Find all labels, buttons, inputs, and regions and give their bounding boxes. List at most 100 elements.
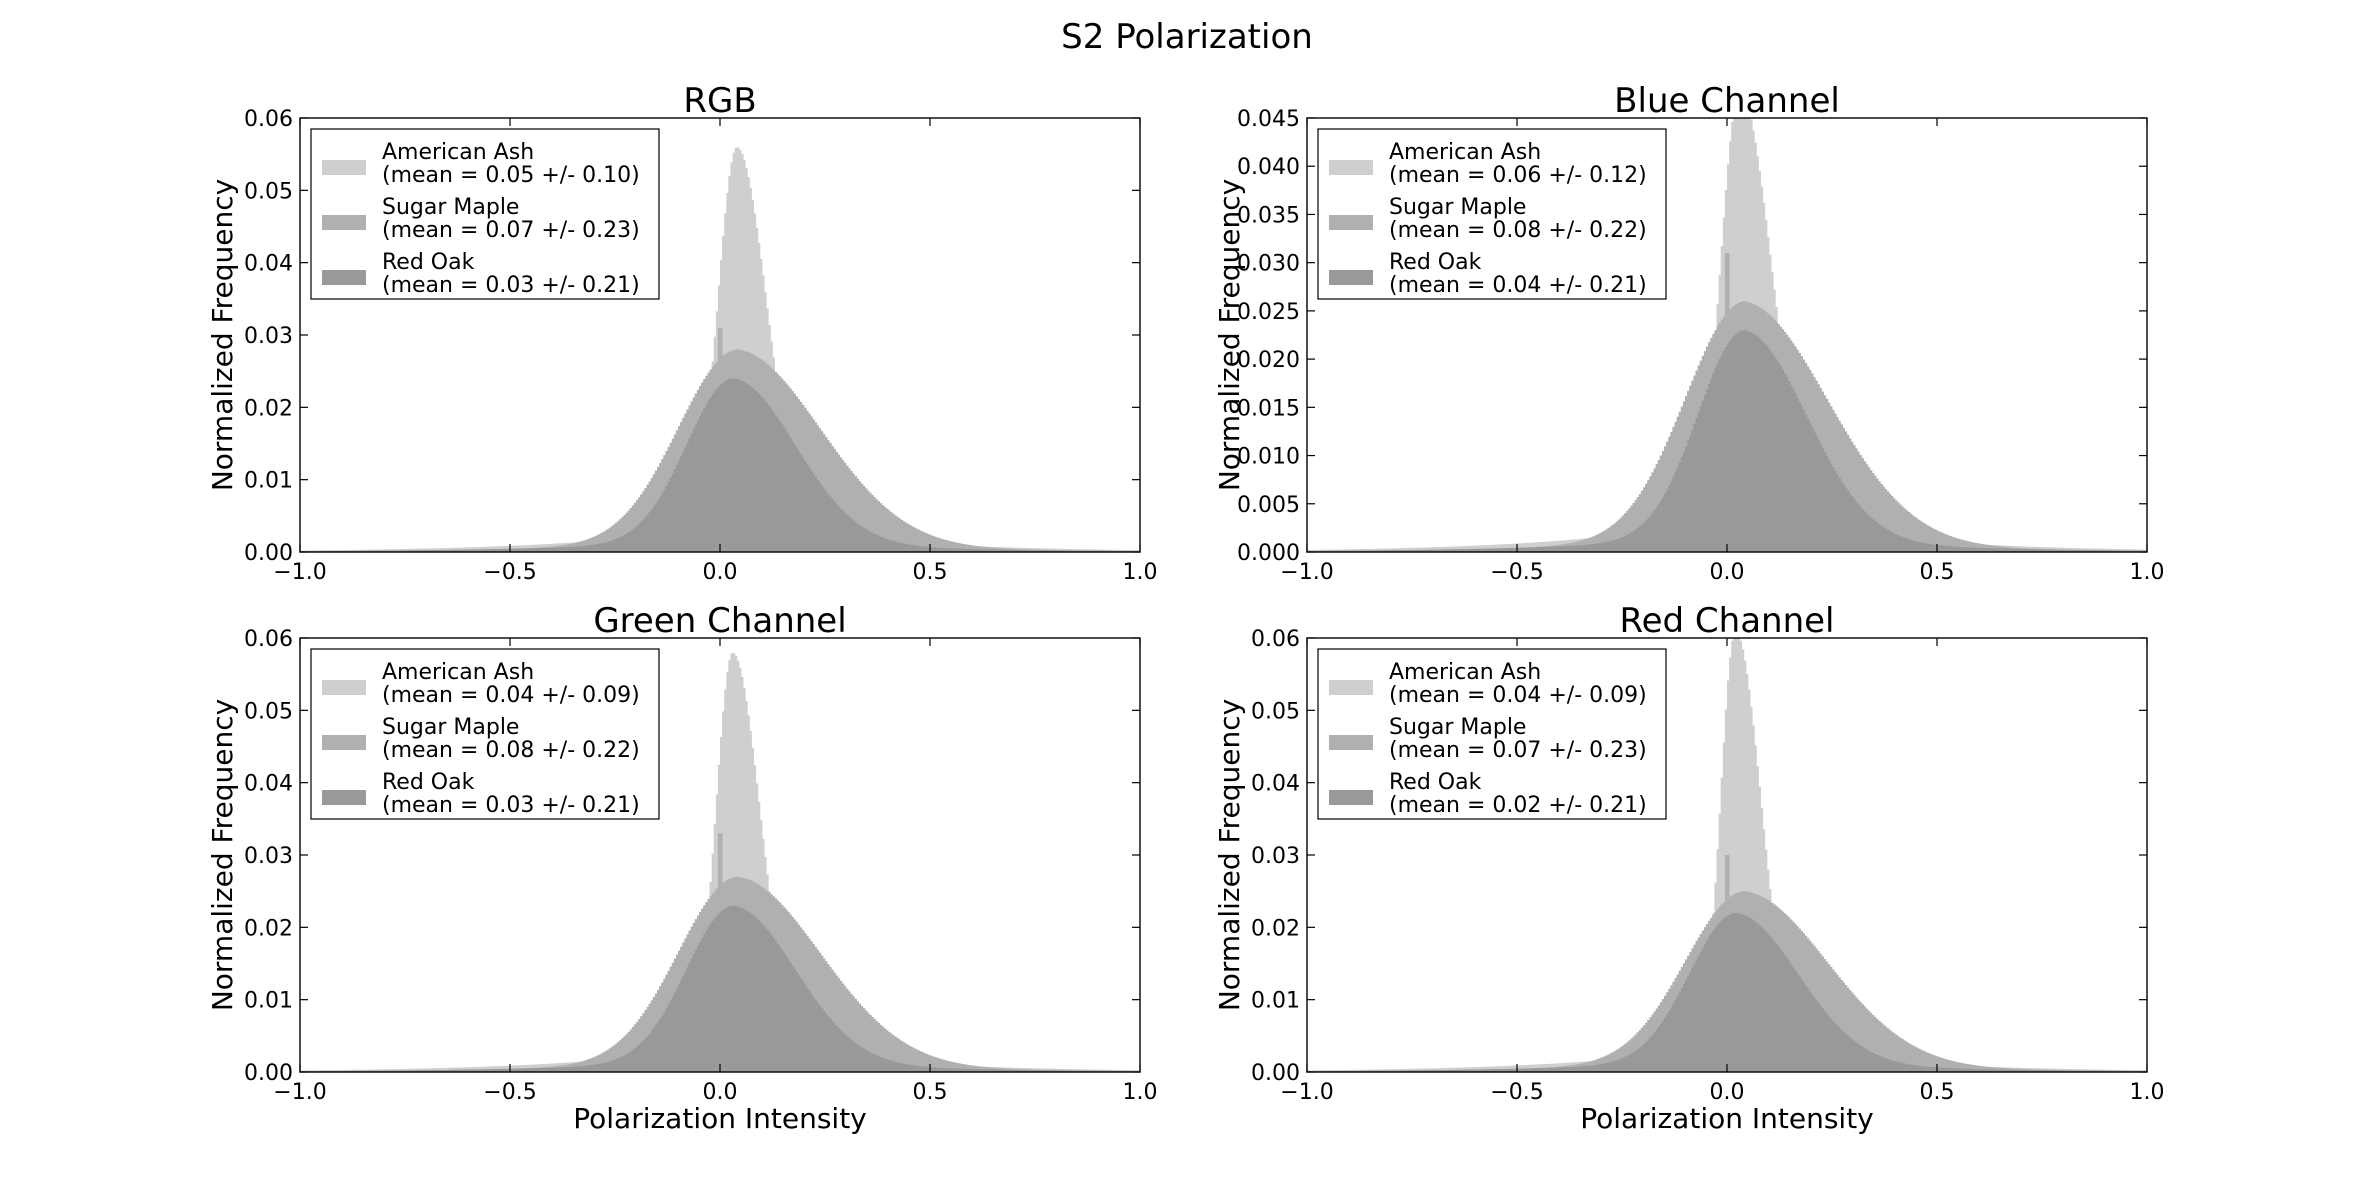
histogram-bar <box>843 462 847 552</box>
histogram-bar <box>951 1068 954 1072</box>
histogram-bar <box>1775 359 1778 552</box>
histogram-bar <box>2105 550 2108 552</box>
histogram-bar <box>1403 1068 1407 1072</box>
histogram-bar <box>1445 549 1449 552</box>
histogram-bar <box>474 549 477 552</box>
histogram-bar <box>1953 1068 1957 1072</box>
histogram-bar <box>1378 548 1381 552</box>
histogram-bar <box>1863 511 1866 552</box>
histogram-bar <box>997 1069 1000 1072</box>
y-tick-label: 0.025 <box>1237 300 1300 325</box>
histogram-bar <box>867 490 870 552</box>
histogram-bar <box>1947 535 1950 552</box>
histogram-bar <box>1762 342 1766 552</box>
histogram-bar <box>841 460 845 552</box>
histogram-bar <box>1462 549 1465 552</box>
histogram-bar <box>1842 1031 1845 1072</box>
histogram-bar <box>1554 546 1558 552</box>
histogram-bar <box>1399 550 1402 552</box>
histogram-bar <box>1596 534 1600 552</box>
histogram-bar <box>1966 547 1969 552</box>
histogram-bar <box>892 540 895 552</box>
histogram-bar <box>552 547 555 552</box>
histogram-bar <box>953 1062 956 1072</box>
histogram-bar <box>804 461 807 552</box>
histogram-bar <box>959 1063 962 1072</box>
histogram-bar <box>780 949 784 1072</box>
histogram-bar <box>1028 1070 1032 1072</box>
histogram-bar <box>453 1069 456 1072</box>
histogram-bar <box>919 1066 922 1072</box>
histogram-bar <box>1939 1057 1942 1072</box>
y-tick-label: 0.030 <box>1237 252 1300 277</box>
histogram-bar <box>400 1070 404 1072</box>
histogram-bar <box>963 548 967 552</box>
histogram-bar <box>911 544 914 552</box>
histogram-bar <box>1007 1069 1011 1072</box>
histogram-bar <box>2069 549 2072 552</box>
histogram-bar <box>839 508 843 552</box>
histogram-bar <box>848 468 851 552</box>
histogram-bar <box>869 1052 872 1072</box>
histogram-bar <box>1386 548 1390 552</box>
histogram-bar <box>1445 546 1449 552</box>
histogram-bar <box>493 549 496 552</box>
histogram-bar <box>972 545 975 552</box>
histogram-bar <box>2067 1070 2070 1072</box>
histogram-bar <box>1603 530 1606 552</box>
histogram-bar <box>829 496 832 552</box>
histogram-bar <box>480 1069 484 1072</box>
histogram-bar <box>1409 550 1413 552</box>
histogram-series <box>1307 330 2148 552</box>
histogram-bar <box>1924 524 1927 552</box>
histogram-bar <box>1330 1070 1333 1072</box>
histogram-bar <box>654 503 658 552</box>
histogram-bar <box>1504 544 1507 552</box>
histogram-bar <box>1892 533 1896 552</box>
histogram-bar <box>491 1069 494 1072</box>
histogram-bar <box>1838 1027 1841 1072</box>
y-tick-label: 0.040 <box>1237 155 1300 180</box>
histogram-bar <box>1472 545 1476 552</box>
histogram-bar <box>447 1069 450 1072</box>
histogram-bar <box>1056 550 1059 552</box>
histogram-bar <box>1412 1070 1415 1072</box>
histogram-bar <box>1506 548 1509 552</box>
histogram-bar <box>1472 548 1476 552</box>
histogram-bar <box>1699 951 1703 1072</box>
histogram-bar <box>732 378 736 552</box>
histogram-bar <box>1764 344 1768 552</box>
histogram-bar <box>1538 1068 1541 1072</box>
histogram-bar <box>1007 549 1011 552</box>
histogram-bar <box>1418 549 1421 552</box>
histogram-bar <box>644 517 647 552</box>
histogram-bar <box>633 527 637 552</box>
histogram-bar <box>1433 547 1436 552</box>
histogram-bar <box>1460 546 1463 552</box>
histogram-bar <box>1449 1069 1453 1072</box>
legend-series-name: Sugar Maple <box>382 715 519 740</box>
histogram-bar <box>627 510 631 552</box>
histogram-bar <box>409 1068 412 1072</box>
histogram-bar <box>1798 401 1801 552</box>
histogram-bar <box>617 537 620 552</box>
histogram-bar <box>1787 961 1791 1072</box>
histogram-bar <box>854 1043 857 1072</box>
histogram-bar <box>1338 549 1341 552</box>
histogram-bar <box>1601 1063 1604 1072</box>
histogram-bar <box>1918 541 1921 552</box>
histogram-bar <box>1552 546 1556 552</box>
histogram-bar <box>449 549 452 552</box>
histogram-bar <box>2109 550 2112 552</box>
histogram-bar <box>1930 544 1934 552</box>
histogram-bar <box>1426 1068 1430 1072</box>
histogram-bar <box>837 978 841 1072</box>
histogram-bar <box>596 1055 599 1072</box>
histogram-bar <box>1407 1070 1411 1072</box>
histogram-bar <box>1370 1069 1373 1072</box>
histogram-bar <box>1449 549 1453 552</box>
histogram-bar <box>1009 1069 1013 1072</box>
histogram-bar <box>1393 548 1396 552</box>
histogram-bar <box>1391 550 1394 552</box>
histogram-bar <box>896 1038 899 1072</box>
